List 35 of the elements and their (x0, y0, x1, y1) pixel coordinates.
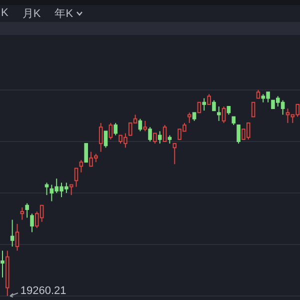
candlestick (197, 102, 202, 114)
candlestick (207, 94, 211, 105)
candlestick (202, 98, 206, 112)
candlestick (187, 112, 192, 124)
candlestick (212, 100, 216, 112)
candlestick (251, 102, 256, 118)
text: 月K (22, 6, 41, 20)
candlestick (69, 184, 74, 196)
candlestick (20, 206, 24, 220)
text: 年K (54, 6, 74, 20)
candlestick (138, 118, 142, 132)
candlestick (114, 122, 118, 136)
candlestick (0, 250, 4, 278)
candlestick (236, 124, 240, 144)
candlestick (104, 130, 108, 148)
candlestick (98, 122, 103, 152)
candlestick (25, 202, 29, 218)
candlestick (44, 182, 49, 196)
candlestick (15, 223, 20, 252)
candlestick (162, 124, 167, 142)
candlestick (74, 168, 78, 188)
candlestick (148, 126, 152, 142)
candlestick (222, 106, 226, 124)
candlestick (153, 132, 157, 144)
candlestick (108, 122, 113, 140)
candlestick (158, 130, 162, 144)
candlestick (10, 219, 14, 248)
text: K (1, 7, 8, 19)
candlestick (143, 120, 148, 132)
candlestick (216, 106, 221, 122)
candlestick (172, 143, 177, 165)
candlestick (84, 143, 88, 163)
candlestick (30, 213, 34, 233)
candlestick (79, 160, 84, 173)
annotation: 19260.21 (20, 285, 66, 297)
